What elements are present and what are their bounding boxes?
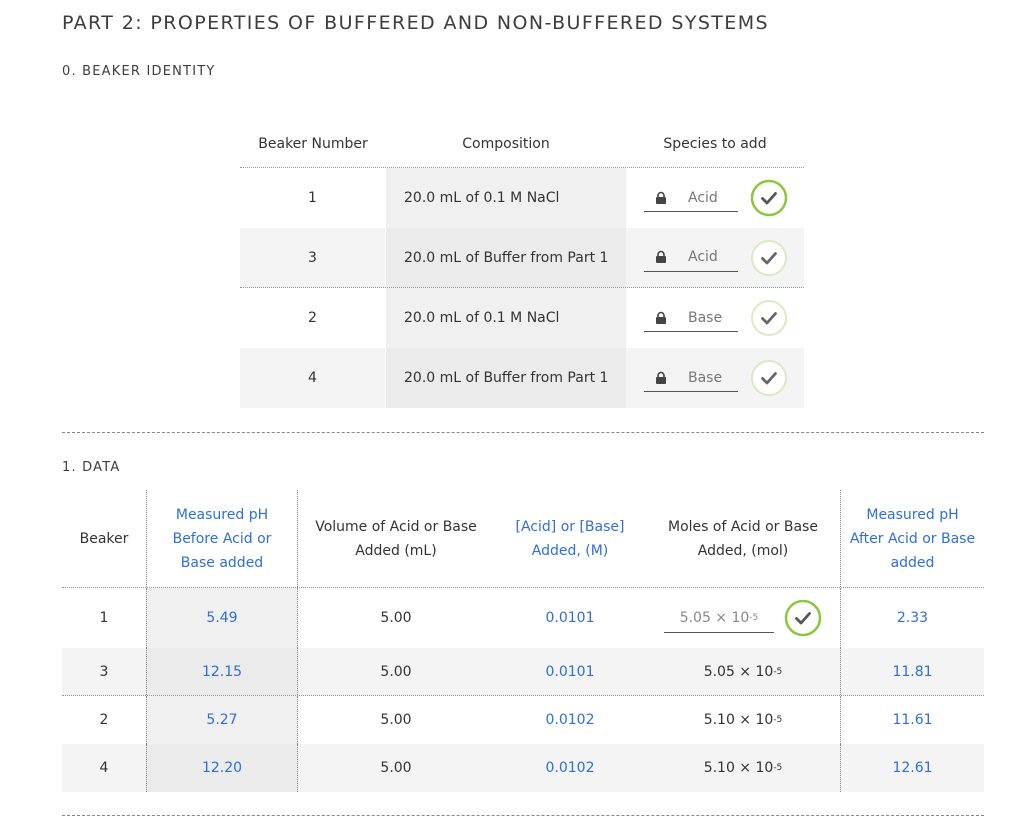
species-value: Base — [688, 309, 723, 326]
beaker-cell: 4 — [99, 760, 109, 776]
header-concentration: [Acid] or [Base] Added, (M) — [515, 518, 625, 559]
beaker-number-cell: 3 — [240, 228, 386, 287]
species-value: Acid — [688, 189, 718, 206]
data-row: 4 12.20 5.00 0.0102 5.10 × 10 -5 12.61 — [62, 744, 984, 792]
species-field: Acid — [644, 244, 738, 272]
species-cell: Base — [626, 288, 804, 348]
beaker-identity-table: Beaker Number Composition Species to add… — [240, 120, 804, 408]
volume-cell: 5.00 — [380, 760, 412, 776]
moles-mantissa: 5.05 × 10 — [703, 663, 774, 680]
check-circle-icon[interactable] — [784, 599, 822, 637]
beaker-number-cell: 1 — [240, 168, 386, 228]
moles-mantissa: 5.10 × 10 — [703, 760, 774, 776]
lock-icon — [656, 191, 666, 204]
section-divider — [62, 815, 984, 816]
check-circle-icon[interactable] — [750, 239, 788, 277]
lock-icon — [656, 250, 666, 263]
header-species: Species to add — [663, 135, 767, 152]
moles-cell: 5.05 × 10 -5 — [646, 588, 840, 648]
composition-cell: 20.0 mL of Buffer from Part 1 — [386, 228, 626, 287]
concentration-cell: 0.0101 — [545, 663, 595, 680]
lock-icon — [656, 371, 666, 384]
concentration-cell: 0.0101 — [545, 610, 595, 626]
beaker-number-cell: 4 — [240, 348, 386, 408]
moles-field: 5.05 × 10 -5 — [664, 599, 822, 637]
header-volume: Volume of Acid or Base Added (mL) — [315, 518, 477, 559]
header-beaker: Beaker — [79, 530, 129, 547]
species-field: Base — [644, 364, 738, 392]
check-circle-icon[interactable] — [750, 299, 788, 337]
data-header-row: Beaker Measured pH Before Acid or Base a… — [62, 490, 984, 588]
composition-cell: 20.0 mL of 0.1 M NaCl — [386, 288, 626, 348]
composition-cell: 20.0 mL of Buffer from Part 1 — [386, 348, 626, 408]
moles-exponent: -5 — [749, 612, 759, 623]
moles-cell: 5.10 × 10 -5 — [646, 744, 840, 792]
volume-cell: 5.00 — [380, 712, 412, 728]
moles-exponent: -5 — [773, 763, 783, 773]
species-value: Acid — [688, 249, 718, 265]
moles-input[interactable]: 5.05 × 10 -5 — [664, 603, 774, 633]
header-composition: Composition — [462, 135, 550, 152]
ph-after-cell: 12.61 — [840, 744, 984, 792]
page-title: PART 2: PROPERTIES OF BUFFERED AND NON-B… — [62, 12, 769, 34]
moles-cell: 5.05 × 10 -5 — [646, 648, 840, 695]
section-divider — [62, 432, 984, 433]
beaker-identity-row: 4 20.0 mL of Buffer from Part 1 Base — [240, 348, 804, 408]
species-cell: Acid — [626, 228, 804, 287]
beaker-cell: 2 — [99, 712, 109, 728]
beaker-number-cell: 2 — [240, 288, 386, 348]
ph-after-cell: 11.61 — [840, 696, 984, 744]
header-moles: Moles of Acid or Base Added, (mol) — [668, 518, 818, 559]
species-field: Base — [644, 304, 738, 332]
composition-cell: 20.0 mL of 0.1 M NaCl — [386, 168, 626, 228]
beaker-identity-row: 1 20.0 mL of 0.1 M NaCl Acid — [240, 168, 804, 228]
volume-cell: 5.00 — [380, 663, 412, 680]
lock-icon — [656, 311, 666, 324]
section-label-beaker-identity: 0. BEAKER IDENTITY — [62, 64, 216, 79]
ph-before-cell: 12.15 — [146, 648, 298, 695]
beaker-identity-row: 2 20.0 mL of 0.1 M NaCl Base — [240, 288, 804, 348]
species-cell: Acid — [626, 168, 804, 228]
moles-exponent: -5 — [773, 666, 783, 677]
ph-before-cell: 5.27 — [146, 696, 298, 744]
species-field: Acid — [644, 184, 738, 212]
section-label-data: 1. DATA — [62, 460, 121, 475]
moles-cell: 5.10 × 10 -5 — [646, 696, 840, 744]
moles-exponent: -5 — [773, 715, 783, 725]
species-value: Base — [688, 369, 723, 386]
beaker-identity-header-row: Beaker Number Composition Species to add — [240, 120, 804, 168]
data-row: 1 5.49 5.00 0.0101 5.05 × 10 -5 2.33 — [62, 588, 984, 648]
beaker-cell: 1 — [99, 610, 109, 626]
moles-mantissa: 5.10 × 10 — [703, 712, 774, 728]
ph-before-cell: 5.49 — [146, 588, 298, 648]
header-ph-after: Measured pH After Acid or Base added — [840, 490, 984, 587]
beaker-cell: 3 — [99, 663, 109, 680]
concentration-cell: 0.0102 — [545, 712, 595, 728]
header-beaker-number: Beaker Number — [258, 135, 368, 152]
data-row: 2 5.27 5.00 0.0102 5.10 × 10 -5 11.61 — [62, 696, 984, 744]
ph-before-cell: 12.20 — [146, 744, 298, 792]
beaker-identity-row: 3 20.0 mL of Buffer from Part 1 Acid — [240, 228, 804, 288]
concentration-cell: 0.0102 — [545, 760, 595, 776]
check-circle-icon[interactable] — [750, 179, 788, 217]
volume-cell: 5.00 — [380, 610, 412, 626]
data-row: 3 12.15 5.00 0.0101 5.05 × 10 -5 11.81 — [62, 648, 984, 696]
ph-after-cell: 11.81 — [840, 648, 984, 695]
moles-mantissa: 5.05 × 10 — [679, 609, 750, 626]
ph-after-cell: 2.33 — [840, 588, 984, 648]
check-circle-icon[interactable] — [750, 359, 788, 397]
data-table: Beaker Measured pH Before Acid or Base a… — [62, 490, 984, 792]
header-ph-before: Measured pH Before Acid or Base added — [146, 490, 298, 587]
species-cell: Base — [626, 348, 804, 408]
